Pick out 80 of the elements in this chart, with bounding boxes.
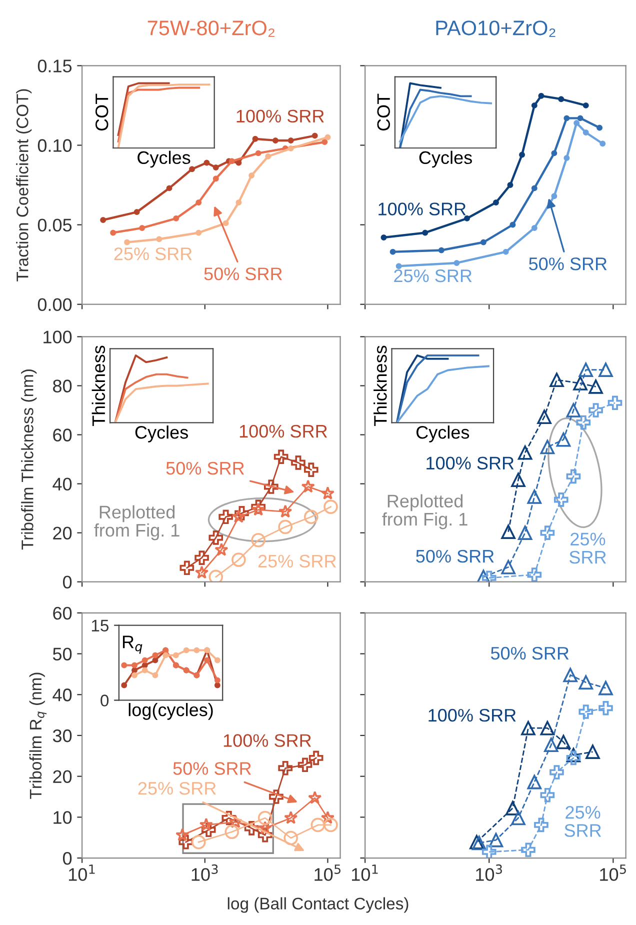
chart-title: 75W-80+ZrO₂ [148,20,274,37]
y-tick-label: 0 [100,694,109,706]
x-tick-label: 10$^{1}$ [68,864,95,881]
y-tick-label: 60 [53,606,72,620]
series-label: 100% SRR [240,424,328,438]
x-axis-title: Cycles [416,426,470,442]
series-label: 25% SRR [394,269,472,282]
x-tick-label: 10$^{5}$ [600,864,626,881]
series-label: 25% SRR [258,554,336,568]
point [172,652,179,658]
y-axis-title: COT [377,94,390,131]
point [204,657,210,664]
series-label: 25% SRR [114,247,192,260]
series-label: 25% SRR [570,532,606,564]
x-axis-title: Cycles [135,426,188,442]
y-tick-label: 0.15 [38,60,72,72]
chart-title: PAO10+ZrO₂ [436,20,556,37]
point [121,662,128,668]
y-tick-label: 20 [53,526,72,540]
y-tick-label: 15 [92,620,109,632]
y-tick-label: 40 [52,688,72,702]
y-axis-title: Traction Coefficient (COT) [16,89,32,282]
y-tick-label: 0.10 [38,139,72,152]
y-axis-title: R$_{q}$ [122,636,142,654]
x-tick-label: 10$^{3}$ [476,864,502,881]
y-tick-label: 50 [52,648,72,660]
y-tick-label: 20 [53,770,72,784]
y-axis-title: Tribofilm Thickness (nm) [21,370,37,550]
x-axis-title: log(cycles) [128,703,213,720]
x-axis-title: log (Ball Contact Cycles) [228,897,408,913]
y-tick-label: 80 [53,380,72,392]
point [152,657,158,664]
annotation: Replotted from Fig. 1 [94,505,180,540]
point [214,682,220,688]
y-axis-title: Tribofilm R$_{q}$ (nm) [29,672,47,799]
y-tick-label: 40 [52,478,72,490]
series-label: 50% SRR [166,462,244,475]
point [142,657,148,664]
y-tick-label: 60 [53,428,72,442]
point [152,652,158,658]
y-axis-title: COT [95,94,108,131]
x-tick-label: 10$^{3}$ [192,864,218,881]
point [131,662,138,668]
point [152,672,158,678]
x-axis-title: Cycles [138,150,190,168]
series-label: 25% SRR [138,782,216,795]
point [214,657,220,664]
point [194,647,200,654]
y-tick-label: 0.00 [38,298,72,312]
series-label: 100% SRR [426,456,514,470]
series-label: 100% SRR [224,734,312,747]
point [142,667,148,674]
series-label: 100% SRR [236,110,324,123]
series-label: 50% SRR [490,646,569,660]
y-tick-label: 0 [62,576,72,589]
y-tick-label: 100 [44,330,72,344]
point [121,682,128,688]
point [162,652,169,658]
series-label: 100% SRR [378,202,466,216]
x-tick-label: 10$^{5}$ [314,864,340,881]
point [131,667,138,674]
point [142,662,148,668]
series-label: 50% SRR [529,257,607,270]
y-tick-label: 0 [62,852,72,865]
y-tick-label: 10 [54,811,72,824]
y-axis-title: Thickness [92,346,106,426]
y-tick-label: 0.05 [38,218,72,232]
x-axis-title: Cycles [419,150,472,168]
point [214,677,220,684]
point [131,672,138,678]
series-label: 50% SRR [416,550,494,563]
text: 50% SRR [173,762,251,775]
series-label: 100% SRR [428,708,516,722]
point [183,647,190,654]
x-tick-label: 10$^{1}$ [352,864,378,881]
text: 50% SRR [204,268,282,280]
series-label: 25% SRR [564,806,602,837]
y-axis-title: Thickness [374,346,387,426]
y-tick-label: 30 [52,729,72,742]
annotation: Replotted from Fig. 1 [382,494,468,530]
